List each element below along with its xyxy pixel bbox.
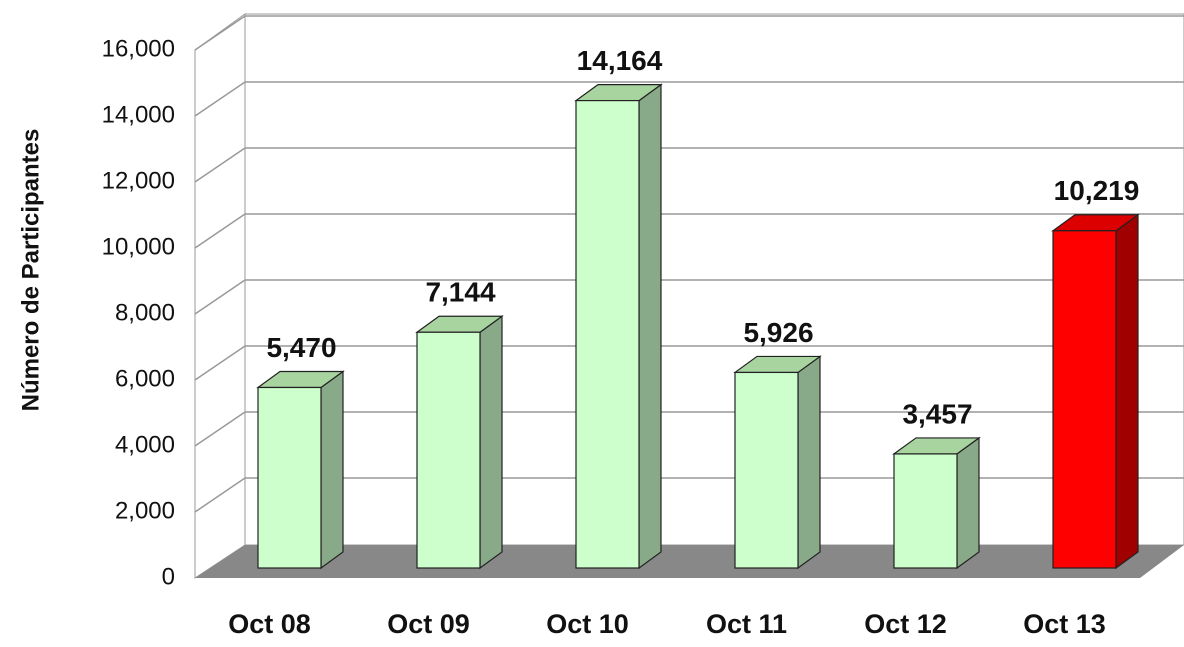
y-tick-label: 8,000	[115, 299, 175, 326]
y-tick-label: 12,000	[102, 167, 175, 194]
grid-line	[194, 411, 1184, 447]
value-label: 7,144	[425, 277, 495, 308]
bar	[1052, 230, 1117, 569]
y-tick-label: 6,000	[115, 365, 175, 392]
x-tick-label: Oct 09	[387, 609, 470, 639]
grid-line	[194, 147, 1184, 183]
y-tick-label: 10,000	[102, 233, 175, 260]
grid-line	[194, 477, 1184, 513]
grid-line	[194, 81, 1184, 117]
x-tick-label: Oct 11	[706, 609, 787, 639]
grid-line	[194, 279, 1184, 315]
x-tick-label: Oct 13	[1023, 609, 1106, 639]
bar-side	[320, 370, 344, 570]
bar-side	[956, 436, 980, 570]
bar-side	[479, 315, 503, 570]
value-label: 14,164	[577, 45, 663, 76]
bar-side	[1115, 213, 1139, 570]
bar	[257, 386, 322, 569]
y-tick-label: 4,000	[115, 431, 175, 458]
bar-side	[638, 83, 662, 570]
grid-line	[194, 15, 1184, 51]
value-label: 5,470	[266, 332, 336, 363]
y-tick-label: 0	[162, 563, 175, 590]
bar	[734, 371, 799, 569]
bar	[416, 331, 481, 569]
bar	[575, 99, 640, 569]
value-label: 10,219	[1054, 175, 1140, 206]
value-label: 5,926	[743, 317, 813, 348]
x-tick-label: Oct 12	[864, 609, 947, 639]
grid-line	[194, 345, 1184, 381]
y-tick-label: 14,000	[102, 101, 175, 128]
bar	[893, 453, 958, 569]
grid-line	[194, 213, 1184, 249]
y-tick-label: 16,000	[102, 35, 175, 62]
x-tick-label: Oct 10	[546, 609, 629, 639]
x-tick-label: Oct 08	[228, 609, 311, 639]
y-axis-label: Número de Participantes	[17, 129, 44, 412]
y-tick-label: 2,000	[115, 497, 175, 524]
value-label: 3,457	[902, 398, 972, 429]
bar-side	[797, 355, 821, 570]
